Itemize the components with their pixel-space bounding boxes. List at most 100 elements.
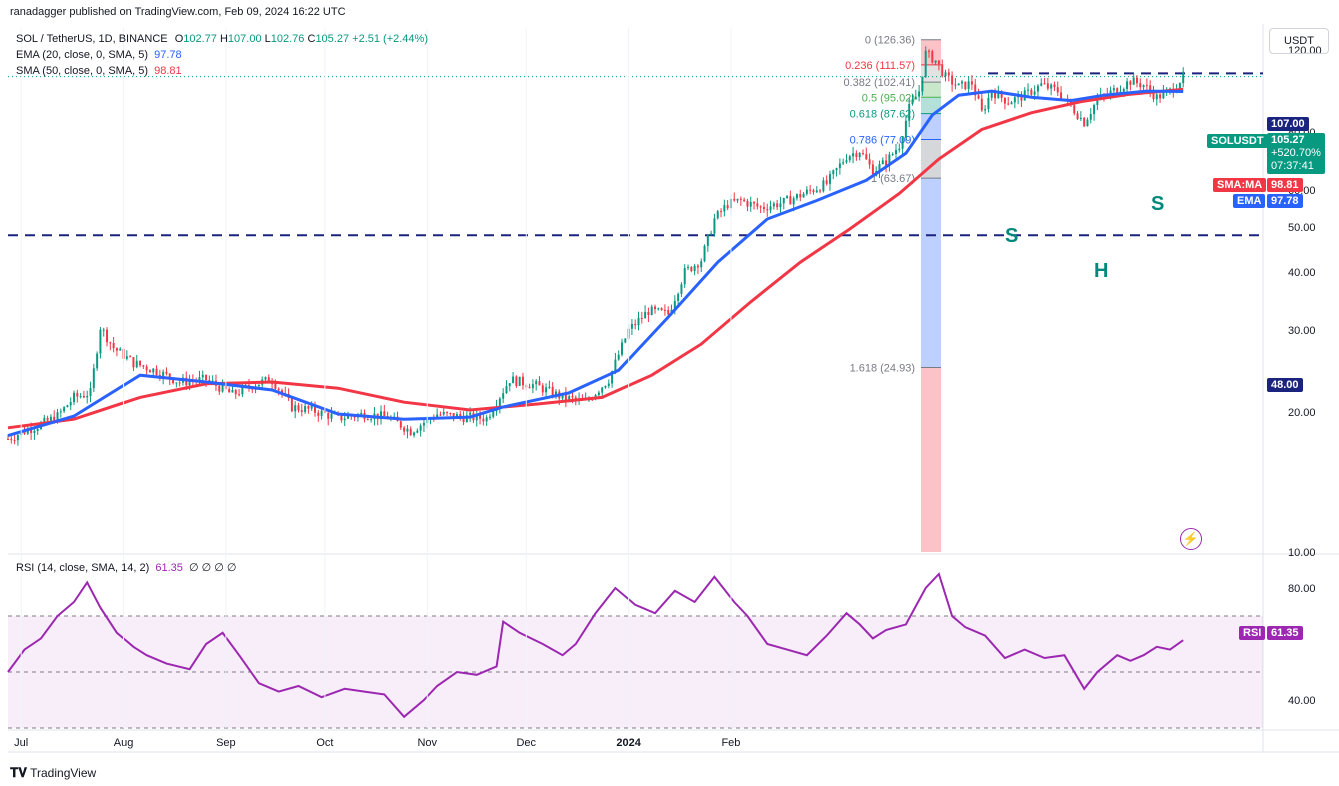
candle [502, 393, 505, 399]
alert-bolt-icon[interactable]: ⚡ [1180, 528, 1202, 550]
candle [1182, 71, 1185, 84]
candle [644, 312, 647, 319]
candle [241, 385, 244, 395]
candle [422, 422, 425, 426]
candle [317, 412, 320, 416]
candle [815, 190, 818, 193]
candle [838, 163, 841, 169]
price-pct: +520.70% [1271, 147, 1321, 159]
candle [802, 193, 805, 198]
candle [1129, 81, 1132, 85]
candle [895, 150, 897, 154]
candle [479, 413, 482, 419]
candle [571, 396, 574, 398]
candle [1116, 88, 1119, 94]
candle [637, 317, 640, 326]
candle [152, 368, 155, 373]
candle [911, 99, 914, 104]
legend-ema-text: EMA (20, close, 0, SMA, 5) [16, 49, 149, 61]
candle [1046, 83, 1049, 89]
time-axis-tick: 2024 [616, 737, 641, 749]
candle [980, 98, 983, 111]
candle [1033, 91, 1036, 95]
rsi-legend-text: RSI (14, close, SMA, 14, 2) [16, 562, 150, 574]
candle [687, 266, 690, 269]
price-axis-tick: 30.00 [1288, 325, 1316, 337]
candle [162, 371, 165, 378]
candle [515, 376, 518, 386]
candle [541, 385, 544, 393]
candle [696, 265, 699, 268]
candle [809, 189, 812, 191]
candle [720, 211, 723, 213]
candle [492, 411, 495, 417]
candle [82, 396, 85, 398]
candle [1139, 83, 1142, 88]
candle [984, 109, 987, 111]
candle [554, 391, 557, 397]
candle [858, 153, 861, 157]
candle [416, 430, 419, 433]
candle [1076, 113, 1079, 120]
symbol-tag: SOLUSDT [1207, 134, 1268, 148]
fib-level-label: 0.786 (77.09) [850, 135, 915, 147]
time-axis-tick: Feb [721, 737, 740, 749]
candle [1007, 103, 1010, 105]
fib-zone [921, 367, 941, 552]
candle [792, 198, 795, 205]
candle [901, 137, 904, 149]
candle [1159, 94, 1162, 99]
candle [1040, 83, 1043, 86]
legend-low: 102.76 [270, 33, 305, 45]
candle [650, 306, 653, 316]
rsi-value-tag: 61.35 [1267, 626, 1303, 640]
candle [475, 413, 478, 421]
fib-level-label: 0.618 (87.62) [850, 109, 915, 121]
candle [898, 148, 901, 151]
candle [878, 164, 881, 172]
candle [370, 419, 373, 421]
candle [634, 324, 637, 326]
footer-brand: TradingView [30, 766, 97, 780]
candle [148, 370, 151, 373]
candle [505, 386, 508, 394]
candle [1013, 97, 1016, 103]
candle [1145, 85, 1148, 87]
legend-close: 105.27 [315, 33, 350, 45]
candle [512, 376, 515, 384]
candle [340, 414, 343, 421]
time-axis-tick: Jul [14, 737, 28, 749]
legend-high: 107.00 [227, 33, 262, 45]
candle [680, 284, 683, 294]
candle [888, 154, 891, 166]
candle [112, 343, 115, 349]
candle [723, 205, 726, 212]
candle [238, 394, 241, 396]
candle [508, 383, 511, 387]
candle [954, 84, 957, 86]
candle [205, 374, 208, 381]
candle [548, 386, 551, 388]
candle [211, 380, 214, 382]
candle [277, 388, 280, 391]
price-value: 105.27 [1271, 134, 1305, 146]
candle [964, 81, 967, 90]
candle [208, 380, 211, 382]
currency-button[interactable]: USDT [1269, 28, 1329, 54]
candle [974, 84, 977, 96]
candle [617, 354, 620, 360]
ema-name-tag: EMA [1233, 194, 1266, 208]
candle [746, 201, 749, 207]
candle [868, 159, 871, 165]
fib-level-label: 1 (63.67) [871, 173, 915, 185]
candle [782, 197, 785, 204]
candle [795, 194, 798, 199]
candle [297, 405, 300, 411]
candle [172, 378, 175, 384]
candle [518, 376, 521, 386]
candle [805, 189, 808, 194]
candle [726, 205, 729, 209]
candle [597, 392, 600, 396]
candle [347, 415, 350, 419]
